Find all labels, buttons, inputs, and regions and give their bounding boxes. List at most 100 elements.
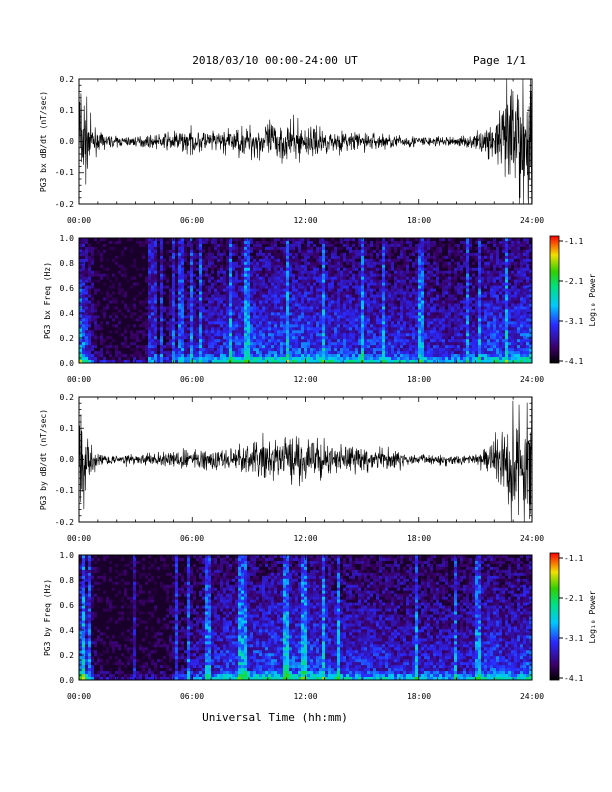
spectrogram-cell <box>265 288 269 292</box>
spectrogram-cell <box>331 345 335 349</box>
spectrogram-cell <box>262 321 266 325</box>
spectrogram-cell <box>400 270 404 275</box>
spectrogram-cell <box>334 276 338 280</box>
spectrogram-cell <box>202 264 206 269</box>
spectrogram-cell <box>109 348 113 352</box>
spectrogram-cell <box>133 261 137 266</box>
spectrogram-cell <box>250 249 254 254</box>
spectrogram-cell <box>154 327 158 331</box>
spectrogram-cell <box>133 312 137 316</box>
spectrogram-cell <box>211 261 215 266</box>
spectrogram-cell <box>352 264 356 269</box>
spectrogram-cell <box>139 309 143 313</box>
spectrogram-cell <box>349 285 353 289</box>
spectrogram-cell <box>244 315 248 319</box>
spectrogram-cell <box>220 300 224 304</box>
spectrogram-cell <box>421 276 425 280</box>
spectrogram-cell <box>250 240 254 245</box>
spectrogram-cell <box>172 243 176 248</box>
spectrogram-cell <box>250 291 254 295</box>
spectrogram-cell <box>409 336 413 340</box>
spectrogram-cell <box>406 261 410 266</box>
spectrogram-cell <box>274 261 278 266</box>
spectrogram-cell <box>412 297 416 301</box>
spectrogram-cell <box>388 238 392 242</box>
spectrogram-cell <box>103 342 107 346</box>
spectrogram-cell <box>307 297 311 301</box>
spectrogram-cell <box>265 342 269 346</box>
spectrogram-cell <box>304 339 308 343</box>
spectrogram-cell <box>328 357 332 361</box>
spectrogram-cell <box>259 360 263 364</box>
spectrogram-cell <box>136 306 140 310</box>
spectrogram-cell <box>400 330 404 334</box>
spectrogram-cell <box>397 339 401 343</box>
spectrogram-cell <box>121 249 125 254</box>
spectrogram-cell <box>154 321 158 325</box>
spectrogram-cell <box>409 306 413 310</box>
spectrogram-cell <box>208 315 212 319</box>
spectrogram-cell <box>367 258 371 263</box>
spectrogram-cell <box>214 315 218 319</box>
spectrogram-cell <box>406 354 410 358</box>
spectrogram-cell <box>271 339 275 343</box>
spectrogram-cell <box>124 330 128 334</box>
spectrogram-cell <box>208 261 212 266</box>
spectrogram-cell <box>337 360 341 364</box>
spectrogram-cell <box>88 333 92 337</box>
spectrogram-cell <box>307 261 311 266</box>
spectrogram-cell <box>295 240 299 245</box>
spectrogram-cell <box>226 291 230 295</box>
spectrogram-cell <box>406 282 410 286</box>
spectrogram-cell <box>274 333 278 337</box>
spectrogram-cell <box>241 288 245 292</box>
spectrogram-cell <box>301 249 305 254</box>
spectrogram-cell <box>352 336 356 340</box>
spectrogram-cell <box>208 258 212 263</box>
spectrogram-cell <box>394 348 398 352</box>
spectrogram-cell <box>340 330 344 334</box>
spectrogram-cell <box>265 300 269 304</box>
spectrogram-cell <box>193 240 197 245</box>
spectrogram-cell <box>193 238 197 242</box>
spectrogram-cell <box>193 243 197 248</box>
spectrogram-cell <box>223 249 227 254</box>
spectrogram-cell <box>355 327 359 331</box>
spectrogram-cell <box>169 339 173 343</box>
spectrogram-cell <box>199 264 203 269</box>
spectrogram-cell <box>298 297 302 301</box>
spectrogram-cell <box>418 357 422 361</box>
spectrogram-cell <box>295 279 299 283</box>
spectrogram-cell <box>316 291 320 295</box>
spectrogram-cell <box>397 309 401 313</box>
spectrogram-cell <box>259 324 263 328</box>
spectrogram-cell <box>118 240 122 245</box>
spectrogram-cell <box>412 309 416 313</box>
spectrogram-cell <box>310 333 314 337</box>
spectrogram-cell <box>229 327 233 331</box>
spectrogram-cell <box>118 360 122 364</box>
spectrogram-cell <box>208 333 212 337</box>
spectrogram-cell <box>181 336 185 340</box>
spectrogram-cell <box>238 333 242 337</box>
spectrogram-cell <box>208 243 212 248</box>
spectrogram-cell <box>334 303 338 307</box>
spectrogram-cell <box>154 336 158 340</box>
spectrogram-cell <box>235 339 239 343</box>
spectrogram-cell <box>364 291 368 295</box>
spectrogram-cell <box>190 303 194 307</box>
spectrogram-cell <box>361 273 365 277</box>
spectrogram-cell <box>325 252 329 257</box>
spectrogram-cell <box>151 240 155 245</box>
spectrogram-cell <box>325 279 329 283</box>
spectrogram-cell <box>364 336 368 340</box>
spectrogram-cell <box>352 315 356 319</box>
spectrogram-cell <box>256 282 260 286</box>
spectrogram-cell <box>310 342 314 346</box>
spectrogram-cell <box>379 303 383 307</box>
spectrogram-cell <box>343 240 347 245</box>
spectrogram-cell <box>301 270 305 275</box>
spectrogram-cell <box>175 336 179 340</box>
spectrogram-cell <box>292 240 296 245</box>
spectrogram-cell <box>358 300 362 304</box>
